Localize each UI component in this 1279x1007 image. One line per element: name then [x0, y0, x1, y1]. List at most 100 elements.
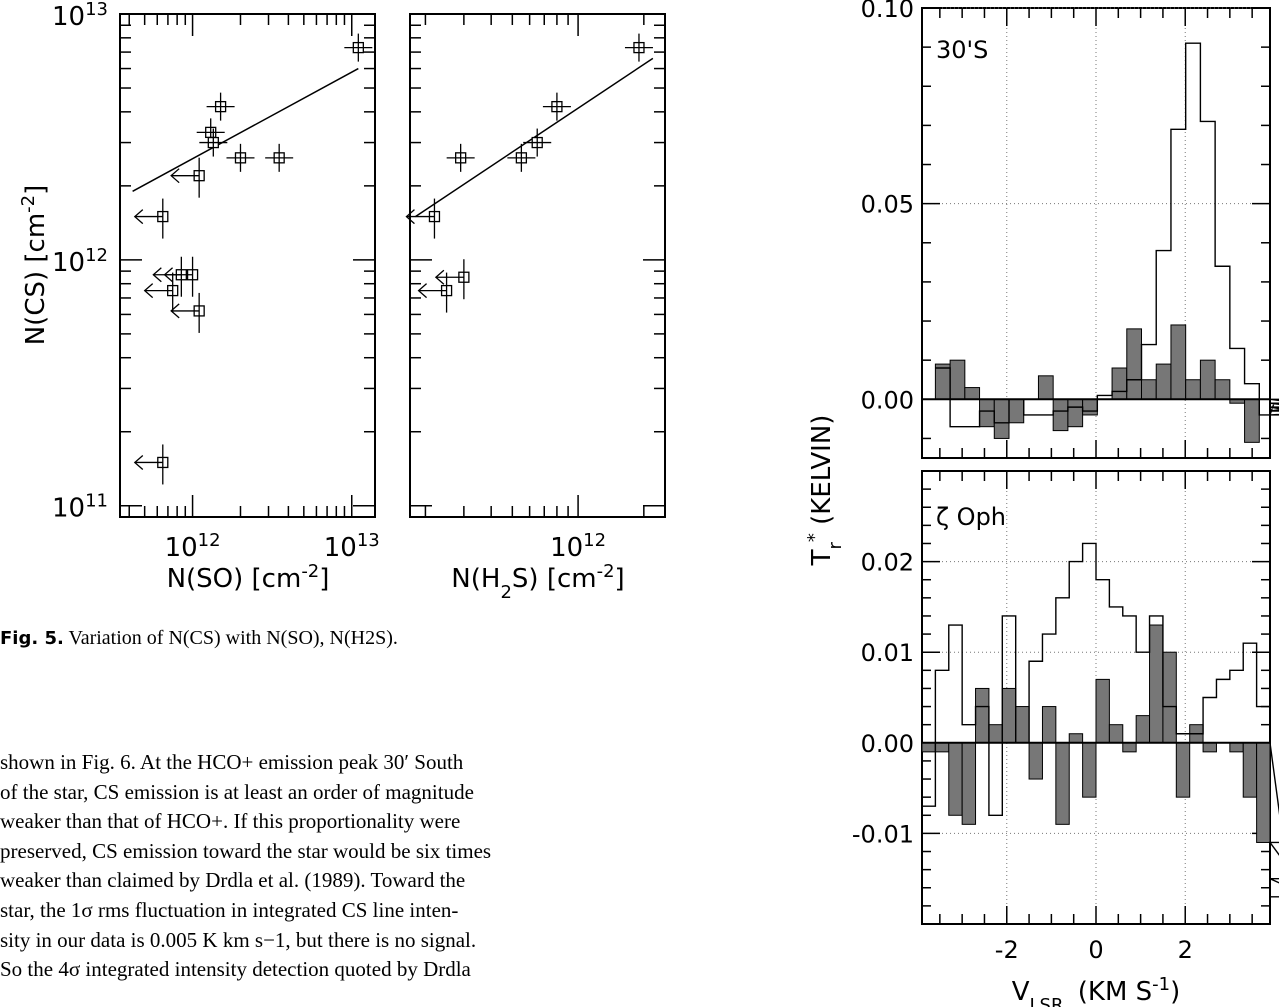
- upper-limit-point: [133, 444, 169, 485]
- cs-bar: [948, 742, 963, 816]
- fig6-panel-zeta-oph: -0.01 0.00 0.01 0.02 -2 0 2 ζ Oph: [852, 470, 1279, 964]
- fig5-panel-so: 1011 1012 1013 1012 1013: [52, 0, 380, 563]
- cs-bar: [1001, 687, 1017, 744]
- y-tick-label: 1012: [52, 244, 108, 278]
- y-tick-label: 1013: [52, 0, 108, 32]
- data-point: [523, 128, 552, 157]
- cs-bar: [1041, 706, 1057, 744]
- y-tick-label: -0.01: [852, 820, 914, 848]
- axes-frame: [409, 13, 666, 518]
- cs-bar: [1008, 398, 1025, 424]
- cs-bar: [1122, 742, 1137, 753]
- limit-arrowhead: [170, 303, 180, 319]
- cs-bar: [1067, 398, 1084, 428]
- axes-frame: [119, 13, 376, 518]
- fig6-xlabel: VLSR (KM S-1): [1012, 974, 1181, 1007]
- panel-label: ζ Oph: [936, 503, 1006, 531]
- hco-spectrum: [935, 42, 1279, 428]
- limit-arrowhead: [133, 454, 144, 470]
- upper-limit-point: [133, 198, 169, 239]
- cs-bar: [1126, 328, 1143, 400]
- data-point: [542, 92, 571, 121]
- limit-arrowhead: [163, 267, 173, 283]
- fit-line: [132, 67, 359, 192]
- cs-bar: [1082, 398, 1098, 416]
- cs-bar: [934, 742, 950, 753]
- cs-bar: [921, 742, 936, 753]
- cs-bar: [1095, 678, 1110, 744]
- cs-bar: [1242, 742, 1258, 798]
- data-point: [624, 33, 653, 62]
- fig5-xlabel-so: N(SO) [cm-2]: [167, 561, 330, 595]
- cs-bar: [1135, 715, 1151, 744]
- limit-arrowhead: [143, 283, 154, 299]
- cs-bar: [949, 359, 966, 400]
- cs-bar: [1108, 724, 1124, 744]
- cs-bar: [964, 387, 981, 400]
- hco-spectrum: [922, 542, 1279, 898]
- y-tick-label: 0.02: [861, 549, 914, 577]
- limit-arrowhead: [434, 269, 445, 285]
- x-tick-label: 1012: [165, 530, 221, 564]
- cs-bar: [1244, 398, 1260, 443]
- limit-arrowhead: [133, 209, 144, 225]
- cs-bar: [1199, 359, 1216, 400]
- cs-bar: [1055, 742, 1070, 825]
- cs-bar: [1214, 379, 1231, 400]
- cs-bar: [993, 398, 1010, 439]
- upper-limit-point: [417, 272, 453, 313]
- y-tick-label: 0.00: [861, 386, 914, 414]
- upper-limit-point: [434, 259, 470, 300]
- fig6-panel-30s: 0.00 0.05 0.10 30'S: [861, 0, 1279, 459]
- limit-arrowhead: [405, 209, 415, 225]
- data-point: [199, 128, 228, 157]
- cs-bar: [1185, 379, 1201, 400]
- cs-bar: [934, 363, 951, 400]
- data-point: [507, 143, 536, 172]
- fig6-ylabel: Tr* (KELVIN): [804, 415, 846, 567]
- upper-limit-point: [170, 292, 205, 333]
- data-point: [446, 143, 475, 172]
- cs-bar: [988, 724, 1003, 744]
- fig5-panel-h2s: 1012: [405, 13, 666, 564]
- data-point: [344, 33, 373, 62]
- x-tick-label: 2: [1178, 936, 1193, 964]
- cs-bar: [1155, 363, 1172, 400]
- panel-label: 30'S: [936, 36, 988, 64]
- cs-bar: [979, 398, 995, 428]
- data-point: [206, 92, 235, 121]
- fig5-xlabel-h2s: N(H2S) [cm-2]: [451, 561, 624, 603]
- x-tick-label: -2: [995, 936, 1019, 964]
- x-tick-label: 1012: [550, 530, 606, 564]
- fig5-caption-label: Fig. 5.: [0, 628, 64, 649]
- upper-limit-point: [170, 157, 205, 198]
- cs-bar: [975, 687, 990, 744]
- cs-bar: [1175, 742, 1191, 798]
- fig5-caption-text: Variation of N(CS) with N(SO), N(H2S).: [68, 627, 398, 649]
- y-tick-label: 0.00: [861, 730, 914, 758]
- body-paragraph: shown in Fig. 6. At the HCO+ emission pe…: [0, 750, 492, 982]
- y-tick-label: 0.01: [861, 639, 914, 667]
- x-tick-label: 1013: [324, 530, 380, 564]
- limit-arrowhead: [417, 283, 428, 299]
- cs-bar: [961, 742, 977, 825]
- limit-arrowhead: [152, 267, 162, 283]
- upper-limit-point: [163, 256, 199, 297]
- cs-bar: [1068, 733, 1084, 744]
- figure-5: 1011 1012 1013 1012 1013 1012 N(CS) [cm-2] N…: [18, 0, 666, 603]
- figure-6: 0.00 0.05 0.10 30'S -0.01 0.00 0.01 0.02 -2 0 2 ζ …: [804, 0, 1279, 1007]
- limit-arrowhead: [170, 168, 180, 184]
- y-tick-label: 1011: [52, 490, 108, 524]
- fig5-caption: Fig. 5. Variation of N(CS) with N(SO), N…: [0, 627, 720, 650]
- fig5-ylabel: N(CS) [cm-2]: [18, 185, 52, 346]
- cs-bar: [1111, 367, 1128, 400]
- cs-bar: [1028, 742, 1043, 780]
- cs-bar: [1015, 706, 1030, 744]
- y-tick-label: 0.10: [861, 0, 914, 23]
- cs-bar: [1202, 742, 1217, 753]
- cs-bar: [1082, 742, 1097, 798]
- upper-limit-point: [405, 198, 441, 239]
- cs-bar: [1037, 375, 1054, 400]
- x-tick-label: 0: [1088, 936, 1103, 964]
- data-point: [226, 143, 255, 172]
